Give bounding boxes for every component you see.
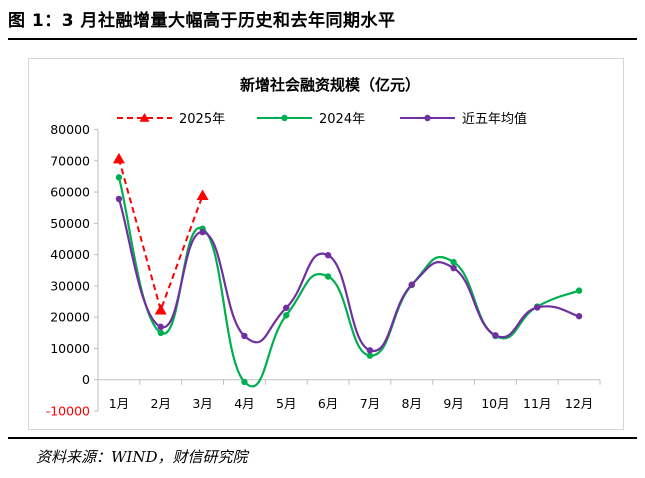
x-tick-label: 1月 bbox=[109, 396, 129, 411]
chart-title: 新增社会融资规模（亿元） bbox=[240, 76, 420, 94]
legend-label: 近五年均值 bbox=[462, 111, 527, 127]
data-point-marker bbox=[157, 329, 164, 337]
data-point-marker bbox=[450, 264, 457, 272]
legend-label: 2025年 bbox=[179, 112, 225, 127]
data-point-marker bbox=[199, 228, 206, 236]
data-point-marker bbox=[575, 313, 583, 320]
x-tick-label: 3月 bbox=[192, 396, 212, 411]
data-point-marker bbox=[575, 287, 583, 294]
x-tick-label: 8月 bbox=[402, 396, 422, 411]
chart-frame bbox=[28, 58, 624, 430]
x-tick-label: 2月 bbox=[151, 396, 171, 411]
data-point-marker bbox=[324, 252, 332, 259]
data-point-marker bbox=[157, 323, 164, 331]
y-tick-label: 20000 bbox=[50, 310, 90, 325]
y-tick-label: 60000 bbox=[50, 185, 90, 200]
data-point-marker bbox=[112, 152, 125, 164]
y-tick-label: 70000 bbox=[50, 153, 90, 168]
x-tick-label: 12月 bbox=[565, 396, 593, 411]
series-line-2 bbox=[117, 198, 580, 353]
plot-area bbox=[112, 152, 583, 388]
data-point-marker bbox=[241, 332, 248, 340]
y-tick-label: 40000 bbox=[50, 247, 90, 262]
data-point-marker bbox=[492, 332, 499, 339]
data-point-marker bbox=[450, 258, 457, 266]
data-point-marker bbox=[283, 312, 290, 319]
bottom-rule bbox=[8, 437, 637, 439]
series-line-1 bbox=[117, 177, 580, 388]
x-tick-label: 5月 bbox=[276, 396, 296, 411]
x-tick-label: 6月 bbox=[318, 396, 338, 411]
data-point-marker bbox=[115, 195, 123, 203]
x-tick-label: 4月 bbox=[234, 396, 254, 411]
top-rule bbox=[8, 38, 637, 40]
data-point-marker bbox=[283, 304, 290, 311]
data-point-marker bbox=[534, 304, 541, 311]
series-line-0 bbox=[117, 158, 204, 314]
y-tick-label: 30000 bbox=[50, 278, 90, 293]
data-point-marker bbox=[154, 303, 167, 315]
y-tick-label: -10000 bbox=[46, 404, 90, 419]
x-tick-label: 9月 bbox=[443, 396, 463, 411]
legend-swatch-marker bbox=[424, 114, 431, 122]
data-point-marker bbox=[115, 174, 123, 181]
legend-swatch-marker bbox=[139, 113, 150, 122]
x-tick-label: 11月 bbox=[523, 396, 551, 411]
axes: -10000 0 10000 20000 30000 40000 50000 60000 700… bbox=[46, 122, 601, 419]
x-tick-label: 7月 bbox=[360, 396, 380, 411]
figure-title: 图 1：3 月社融增量大幅高于历史和去年同期水平 bbox=[8, 11, 396, 31]
y-tick-label: 0 bbox=[82, 372, 90, 387]
data-point-marker bbox=[366, 352, 374, 359]
x-tick-label: 10月 bbox=[481, 396, 509, 411]
y-tick-label: 10000 bbox=[50, 341, 90, 356]
y-tick-label: 50000 bbox=[50, 216, 90, 231]
data-point-marker bbox=[196, 189, 209, 200]
data-point-marker bbox=[324, 273, 332, 280]
legend: 2025年 2024年 近五年均值 bbox=[117, 111, 527, 127]
source-note: 资料来源：WIND，财信研究院 bbox=[36, 448, 248, 466]
data-point-marker bbox=[366, 347, 374, 354]
data-point-marker bbox=[408, 281, 415, 288]
legend-swatch-marker bbox=[281, 114, 288, 122]
legend-label: 2024年 bbox=[319, 112, 365, 127]
data-point-marker bbox=[241, 378, 248, 386]
y-tick-label: 80000 bbox=[50, 122, 90, 137]
